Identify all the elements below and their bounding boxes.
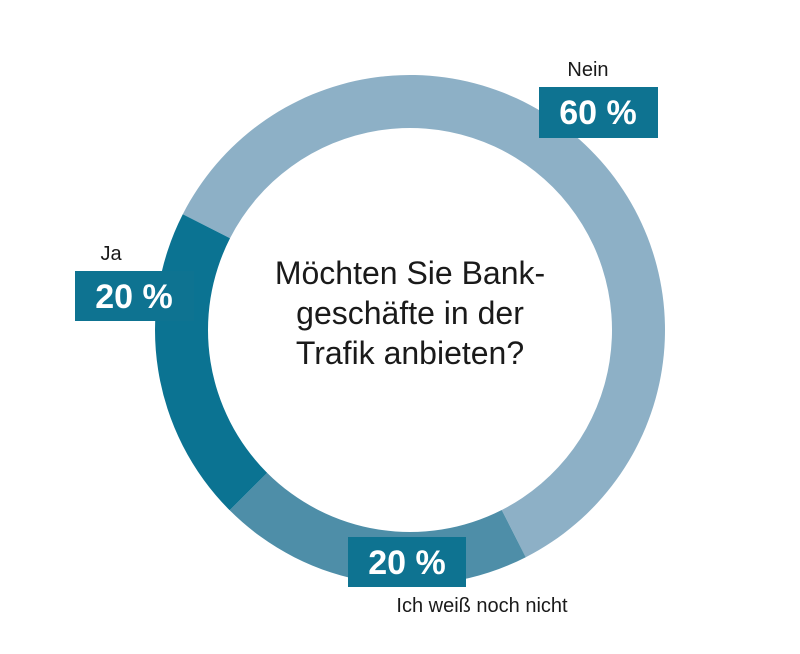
- value-label-ja: 20 %: [95, 278, 173, 316]
- question-line-1: Möchten Sie Bank-: [275, 255, 545, 291]
- slice-label-ich-weiss-noch-nicht: 20 % Ich weiß noch nicht: [348, 537, 568, 617]
- value-label-ich-weiss-noch-nicht: 20 %: [368, 544, 446, 582]
- slice-label-ja: Ja 20 %: [75, 243, 194, 321]
- category-label-ja: Ja: [100, 243, 122, 265]
- donut-slice-2: [154, 214, 268, 511]
- value-box-ja: [75, 271, 194, 321]
- value-label-nein: 60 %: [559, 94, 637, 132]
- category-label-nein: Nein: [567, 59, 608, 81]
- value-box-nein: [539, 87, 658, 138]
- question-line-2: geschäfte in der: [296, 295, 524, 331]
- value-box-ich-weiss-noch-nicht: [348, 537, 466, 587]
- slice-label-nein: Nein 60 %: [539, 59, 658, 138]
- center-question: Möchten Sie Bank- geschäfte in der Trafi…: [275, 255, 545, 371]
- category-label-ich-weiss-noch-nicht: Ich weiß noch nicht: [396, 595, 568, 617]
- question-line-3: Trafik anbieten?: [296, 335, 524, 371]
